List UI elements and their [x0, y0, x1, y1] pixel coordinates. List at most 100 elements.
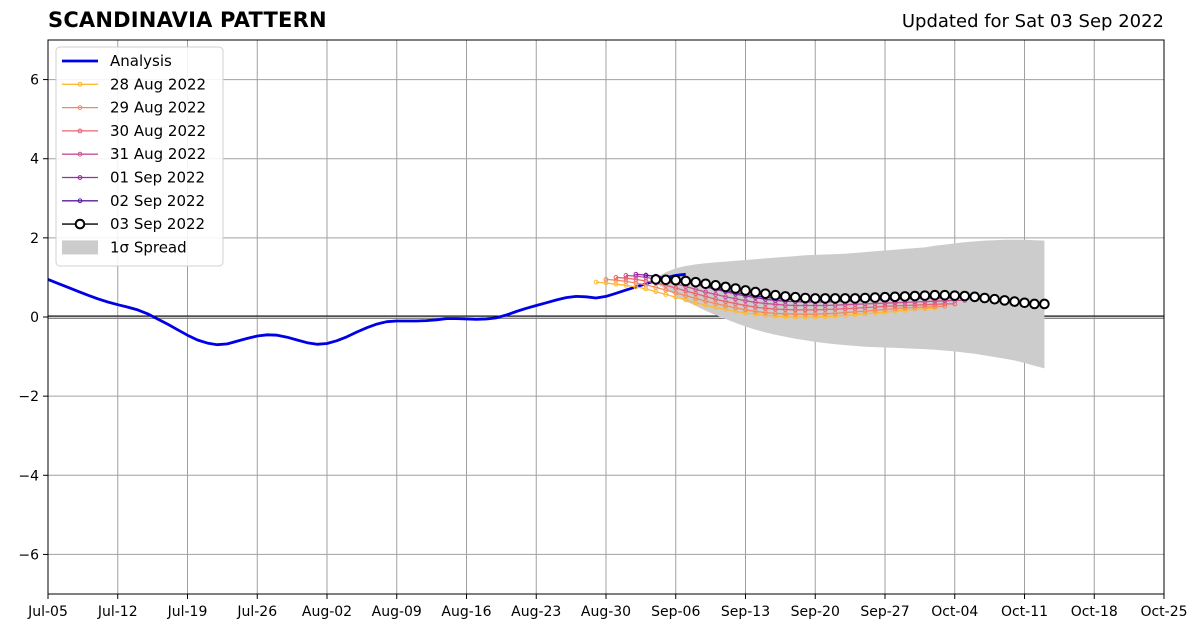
series-point	[723, 299, 728, 304]
series-point	[979, 292, 990, 304]
x-tick-label: Aug-09	[372, 604, 422, 620]
y-tick-label: 4	[30, 152, 39, 168]
series-point	[802, 311, 808, 317]
series-point	[760, 288, 771, 299]
series-point	[812, 314, 818, 320]
x-tick-label: Aug-02	[302, 604, 352, 620]
series-point	[743, 310, 748, 316]
legend: Analysis 28 Aug 2022 29 Aug 2022 30 Aug 202…	[55, 46, 224, 267]
series-point	[842, 313, 848, 318]
x-tick-label: Sep-06	[651, 604, 700, 620]
series-point	[869, 292, 881, 303]
series-point	[849, 293, 861, 304]
series-point	[772, 313, 778, 319]
x-tick-label: Oct-04	[931, 604, 978, 620]
x-tick-label: Jul-26	[236, 604, 277, 620]
series-point	[593, 279, 599, 285]
series-point	[949, 290, 961, 301]
series-point	[643, 273, 649, 278]
legend-marker	[77, 81, 83, 87]
series-point	[713, 296, 719, 302]
series-point	[700, 278, 711, 290]
series-point	[740, 285, 751, 296]
series-point	[623, 278, 629, 284]
series-point	[852, 312, 858, 318]
series-point	[683, 297, 689, 303]
series-point	[730, 283, 741, 294]
series-point	[909, 290, 921, 302]
series-point	[653, 289, 659, 295]
legend-marker	[77, 128, 83, 134]
x-tick-label: Jul-19	[167, 604, 208, 620]
legend-label: 29 Aug 2022	[110, 99, 206, 117]
series-point	[929, 289, 941, 301]
series-point	[663, 287, 669, 293]
x-tick-label: Oct-25	[1140, 604, 1187, 620]
series-point	[763, 301, 768, 306]
series-point	[892, 303, 898, 309]
series-point	[633, 271, 639, 277]
x-tick-label: Aug-30	[581, 604, 631, 620]
chart-subtitle: Updated for Sat 03 Sep 2022	[901, 11, 1164, 32]
legend-label: Analysis	[110, 52, 172, 70]
series-point	[720, 281, 731, 293]
series-point	[819, 293, 831, 304]
y-tick-label: 6	[30, 73, 39, 89]
series-point	[792, 307, 798, 313]
y-tick-label: 2	[30, 231, 39, 247]
series-point	[872, 307, 878, 313]
series-point	[832, 311, 838, 316]
series-point	[723, 294, 728, 300]
legend-marker	[77, 198, 83, 204]
series-point	[859, 292, 871, 304]
series-point	[673, 285, 679, 291]
series-point	[882, 307, 888, 312]
series-point	[743, 303, 748, 308]
series-point	[782, 311, 788, 317]
series-point	[822, 314, 828, 320]
y-tick-label: −4	[18, 468, 39, 484]
series-point	[673, 294, 679, 300]
series-point	[763, 310, 768, 316]
x-tick-label: Oct-11	[1001, 604, 1048, 620]
legend-label: 30 Aug 2022	[110, 122, 206, 140]
series-point	[902, 303, 908, 308]
legend-label: 31 Aug 2022	[110, 145, 206, 163]
series-point	[603, 277, 609, 282]
series-point	[772, 311, 778, 316]
series-point	[743, 307, 748, 313]
series-line	[605, 278, 945, 315]
series-point	[872, 310, 878, 316]
series-point	[683, 288, 689, 294]
series-point	[922, 302, 928, 308]
series-point	[743, 298, 748, 304]
series-point	[683, 293, 689, 299]
series-point	[829, 293, 841, 304]
series-point	[882, 303, 888, 309]
series-point	[889, 291, 901, 303]
y-tick-label: −6	[18, 547, 39, 563]
series-point	[753, 309, 758, 314]
series-point	[790, 291, 801, 303]
legend-label: 02 Sep 2022	[110, 192, 205, 210]
series-point	[753, 311, 758, 317]
x-tick-label: Jul-12	[97, 604, 138, 620]
series-point	[710, 280, 721, 291]
series-line	[625, 274, 965, 307]
series-point	[892, 306, 898, 312]
legend-label: 03 Sep 2022	[110, 215, 205, 233]
series-point	[969, 291, 980, 303]
series-point	[703, 289, 709, 295]
series-point	[809, 293, 821, 304]
series-line	[47, 272, 686, 347]
series-point	[693, 291, 699, 297]
series-line	[615, 276, 955, 311]
series-point	[693, 300, 699, 306]
legend-marker	[77, 175, 83, 180]
series-point	[832, 313, 838, 319]
series-point	[792, 314, 798, 320]
series-point	[703, 298, 709, 304]
series-point	[782, 307, 788, 312]
series-point	[660, 274, 672, 286]
